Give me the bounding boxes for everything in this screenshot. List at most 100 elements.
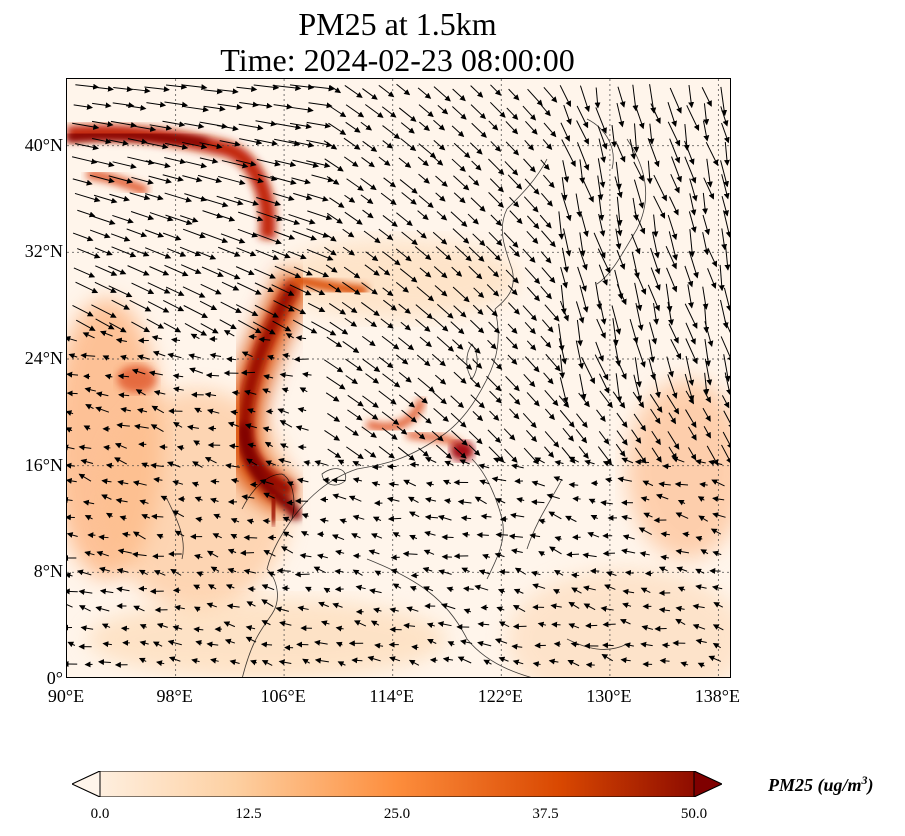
- wind-arrow: [98, 566, 111, 573]
- wind-arrow: [497, 588, 506, 595]
- wind-arrow: [164, 264, 189, 277]
- wind-arrow: [95, 265, 118, 276]
- wind-arrow: [513, 588, 524, 595]
- wind-arrow: [510, 512, 525, 519]
- wind-arrow: [685, 355, 695, 387]
- wind-arrow: [395, 282, 409, 293]
- wind-arrow: [668, 323, 679, 344]
- wind-arrow: [487, 429, 502, 444]
- wind-arrow: [121, 531, 131, 538]
- wind-arrow: [306, 248, 334, 261]
- wind-arrow: [419, 336, 432, 348]
- wind-arrow: [131, 282, 155, 294]
- wind-arrow: [723, 354, 730, 382]
- wind-arrow: [435, 175, 448, 187]
- wind-arrow: [292, 319, 318, 334]
- wind-arrow: [108, 285, 133, 298]
- wind-arrow: [537, 621, 547, 628]
- wind-arrow: [326, 336, 343, 348]
- wind-arrow: [522, 305, 537, 321]
- wind-arrow: [212, 533, 222, 539]
- wind-arrow: [551, 621, 561, 628]
- wind-arrow: [523, 373, 536, 388]
- wind-arrow: [67, 588, 78, 595]
- lat-tick-8n: 8°N: [33, 561, 63, 582]
- wind-arrow: [597, 158, 606, 189]
- wind-arrow: [648, 123, 655, 145]
- wind-arrow: [109, 193, 130, 202]
- wind-arrow: [227, 421, 239, 428]
- wind-arrow: [695, 458, 706, 465]
- wind-arrow: [675, 548, 690, 555]
- wind-arrow: [213, 513, 221, 520]
- wind-arrow: [216, 195, 244, 206]
- wind-arrow: [210, 566, 220, 573]
- wind-arrow: [381, 411, 400, 425]
- wind-arrow: [721, 444, 730, 464]
- wind-arrow: [703, 372, 710, 396]
- wind-arrow: [144, 247, 172, 259]
- wind-arrow: [509, 245, 520, 258]
- wind-arrow: [126, 228, 148, 238]
- wind-arrow: [522, 248, 536, 263]
- wind-arrow: [217, 103, 243, 110]
- lon-tick-122e: 122°E: [477, 686, 523, 706]
- map-panel[interactable]: [66, 78, 731, 678]
- wind-arrow: [139, 623, 147, 630]
- wind-arrow: [470, 104, 486, 120]
- wind-arrow: [538, 518, 546, 525]
- wind-arrow: [409, 585, 417, 592]
- wind-arrow: [183, 305, 208, 318]
- wind-arrow: [554, 535, 562, 542]
- wind-arrow: [210, 657, 219, 664]
- wind-arrow: [99, 330, 113, 337]
- wind-arrow: [348, 495, 362, 502]
- wind-arrow: [598, 138, 607, 163]
- wind-arrow: [347, 409, 363, 421]
- wind-arrow: [133, 605, 145, 612]
- wind-arrow: [711, 479, 725, 487]
- wind-arrow: [396, 212, 413, 226]
- wind-arrow: [447, 641, 455, 647]
- wind-arrow: [239, 174, 264, 184]
- wind-arrow: [650, 408, 661, 425]
- wind-arrow: [261, 584, 275, 591]
- wind-arrow: [597, 248, 611, 274]
- wind-arrow: [723, 410, 730, 430]
- wind-arrow: [634, 269, 647, 295]
- wind-arrow: [700, 549, 709, 555]
- wind-arrow: [677, 586, 686, 593]
- wind-arrow: [704, 321, 714, 347]
- wind-arrow: [710, 528, 722, 535]
- wind-arrow: [423, 586, 434, 592]
- wind-arrow: [460, 639, 473, 645]
- wind-arrow: [712, 624, 724, 631]
- wind-arrow: [599, 390, 613, 409]
- wind-arrow: [324, 246, 337, 256]
- wind-arrow: [241, 494, 255, 501]
- wind-arrow: [671, 156, 682, 183]
- wind-arrow: [640, 587, 651, 594]
- wind-arrow: [724, 245, 730, 271]
- wind-arrow: [579, 285, 589, 313]
- wind-arrow: [221, 281, 240, 291]
- wind-arrow: [209, 497, 219, 504]
- wind-arrow: [237, 228, 259, 238]
- wind-arrow: [199, 300, 218, 311]
- wind-arrow: [468, 265, 483, 280]
- wind-arrow: [361, 157, 375, 168]
- wind-arrow: [702, 120, 710, 142]
- wind-arrow: [529, 532, 541, 539]
- wind-arrow: [389, 607, 399, 614]
- colorbar-tick-25: 25.0: [383, 806, 411, 822]
- wind-arrow: [541, 267, 556, 284]
- wind-arrow: [291, 177, 311, 185]
- wind-arrow: [204, 391, 217, 398]
- wind-arrow: [621, 457, 634, 464]
- wind-arrow: [708, 459, 723, 466]
- wind-arrow: [720, 160, 729, 188]
- wind-arrow: [286, 481, 294, 487]
- wind-arrow: [182, 175, 203, 183]
- wind-arrow: [148, 175, 172, 184]
- wind-arrow: [685, 338, 698, 365]
